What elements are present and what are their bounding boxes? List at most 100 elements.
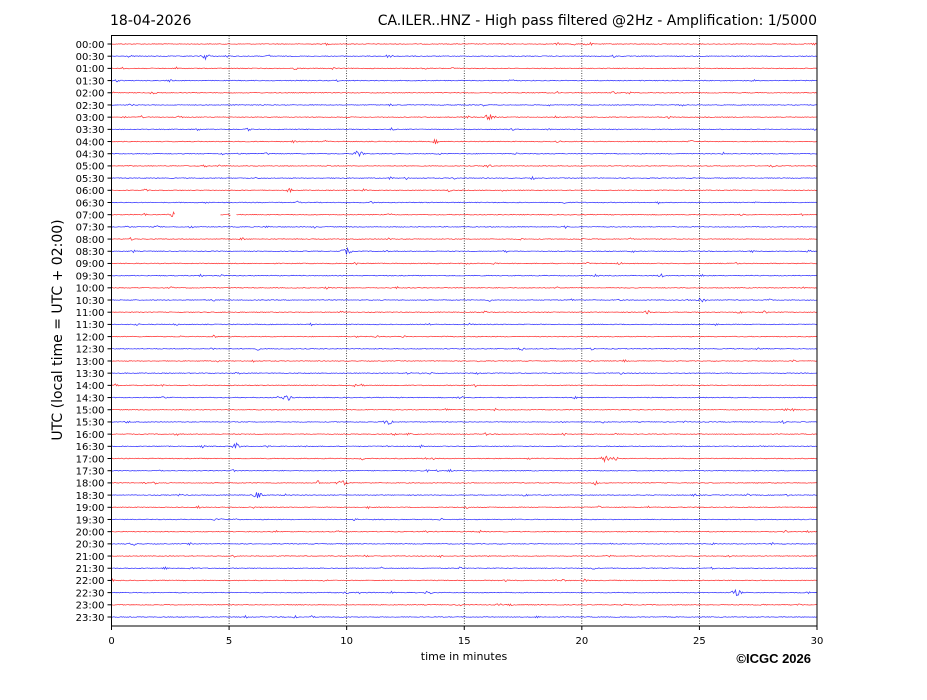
trace-0930 — [111, 273, 817, 278]
y-tick-label: 15:30 — [76, 418, 105, 429]
x-tick-label: 5 — [226, 636, 232, 647]
y-tick-label: 19:00 — [76, 503, 105, 514]
y-axis-label: UTC (local time = UTC + 02:00) — [50, 219, 66, 440]
y-tick-label: 03:00 — [76, 113, 105, 124]
trace-1930 — [111, 517, 817, 521]
x-tick-label: 0 — [108, 636, 114, 647]
trace-0000 — [111, 41, 817, 47]
y-tick-label: 01:30 — [76, 76, 105, 87]
trace-0300 — [111, 114, 817, 121]
y-tick-label: 12:30 — [76, 345, 105, 356]
x-tick-label: 20 — [575, 636, 588, 647]
trace-0600 — [111, 187, 817, 194]
trace-1730 — [111, 468, 817, 473]
y-tick-label: 20:00 — [76, 527, 105, 538]
trace-1900 — [111, 505, 817, 510]
trace-0400 — [111, 138, 817, 145]
y-tick-label: 14:00 — [76, 381, 105, 392]
trace-2330 — [111, 614, 817, 619]
y-tick-label: 17:30 — [76, 467, 105, 478]
y-tick-label: 11:00 — [76, 308, 105, 319]
y-tick-label: 16:00 — [76, 430, 105, 441]
trace-0430 — [111, 150, 817, 158]
y-tick-label: 15:00 — [76, 406, 105, 417]
trace-0230 — [111, 103, 817, 107]
trace-2300 — [111, 603, 817, 607]
trace-1230 — [111, 347, 817, 351]
trace-2230 — [111, 588, 817, 597]
y-tick-label: 02:30 — [76, 101, 105, 112]
x-tick-label: 10 — [340, 636, 353, 647]
y-tick-label: 18:00 — [76, 479, 105, 490]
trace-1830 — [111, 492, 817, 499]
trace-0800 — [111, 236, 817, 241]
y-tick-label: 23:00 — [76, 601, 105, 612]
trace-1800 — [111, 480, 817, 486]
y-tick-label: 21:00 — [76, 552, 105, 563]
y-tick-label: 13:30 — [76, 369, 105, 380]
y-tick-label: 07:00 — [76, 210, 105, 221]
y-tick-label: 22:30 — [76, 588, 105, 599]
y-tick-label: 22:00 — [76, 576, 105, 587]
trace-1000 — [111, 285, 817, 290]
trace-1500 — [111, 407, 817, 412]
trace-2000 — [111, 529, 817, 534]
y-tick-label: 19:30 — [76, 515, 105, 526]
date-label: 18-04-2026 — [110, 13, 191, 29]
trace-1330 — [111, 371, 817, 375]
y-tick-label: 13:00 — [76, 357, 105, 368]
y-tick-label: 06:00 — [76, 186, 105, 197]
x-tick-label: 15 — [458, 636, 471, 647]
y-tick-label: 07:30 — [76, 223, 105, 234]
y-tick-label: 05:00 — [76, 162, 105, 173]
traces — [111, 41, 817, 619]
y-tick-label: 20:30 — [76, 540, 105, 551]
y-tick-label: 17:00 — [76, 454, 105, 465]
y-tick-label: 01:00 — [76, 64, 105, 75]
chart-title: CA.ILER..HNZ - High pass filtered @2Hz -… — [378, 13, 817, 29]
trace-0900 — [111, 261, 817, 266]
trace-1200 — [111, 334, 817, 339]
y-tick-label: 05:30 — [76, 174, 105, 185]
trace-1400 — [111, 383, 817, 388]
trace-0030 — [111, 54, 817, 61]
trace-1030 — [111, 297, 817, 303]
trace-1100 — [111, 310, 817, 315]
trace-0730 — [111, 225, 817, 229]
trace-1630 — [111, 442, 817, 449]
trace-1430 — [111, 395, 817, 401]
trace-2200 — [111, 578, 817, 583]
x-tick-label: 25 — [693, 636, 706, 647]
trace-0700 — [220, 213, 231, 217]
trace-2030 — [111, 542, 817, 546]
y-tick-label: 10:00 — [76, 284, 105, 295]
trace-0200 — [111, 90, 817, 95]
trace-1530 — [111, 420, 817, 425]
trace-0830 — [111, 246, 817, 255]
y-tick-label: 00:00 — [76, 40, 105, 51]
trace-0130 — [111, 79, 817, 83]
trace-0630 — [111, 200, 817, 205]
y-tick-label: 23:30 — [76, 613, 105, 624]
trace-1600 — [111, 432, 817, 437]
trace-0700 — [236, 213, 817, 217]
x-tick-label: 30 — [811, 636, 824, 647]
y-tick-label: 08:00 — [76, 235, 105, 246]
trace-0700 — [111, 211, 175, 217]
grid-lines — [228, 35, 700, 626]
trace-2130 — [111, 566, 817, 570]
y-tick-label: 09:00 — [76, 259, 105, 270]
y-tick-label: 12:00 — [76, 332, 105, 343]
trace-1300 — [111, 359, 817, 363]
x-axis-label: time in minutes — [421, 650, 508, 663]
y-tick-label: 04:30 — [76, 150, 105, 161]
y-tick-label: 02:00 — [76, 89, 105, 100]
copyright: ©ICGC 2026 — [736, 651, 811, 666]
trace-1130 — [111, 322, 817, 327]
y-tick-label: 16:30 — [76, 442, 105, 453]
trace-0330 — [111, 126, 817, 132]
trace-0530 — [111, 175, 817, 181]
y-tick-label: 18:30 — [76, 491, 105, 502]
